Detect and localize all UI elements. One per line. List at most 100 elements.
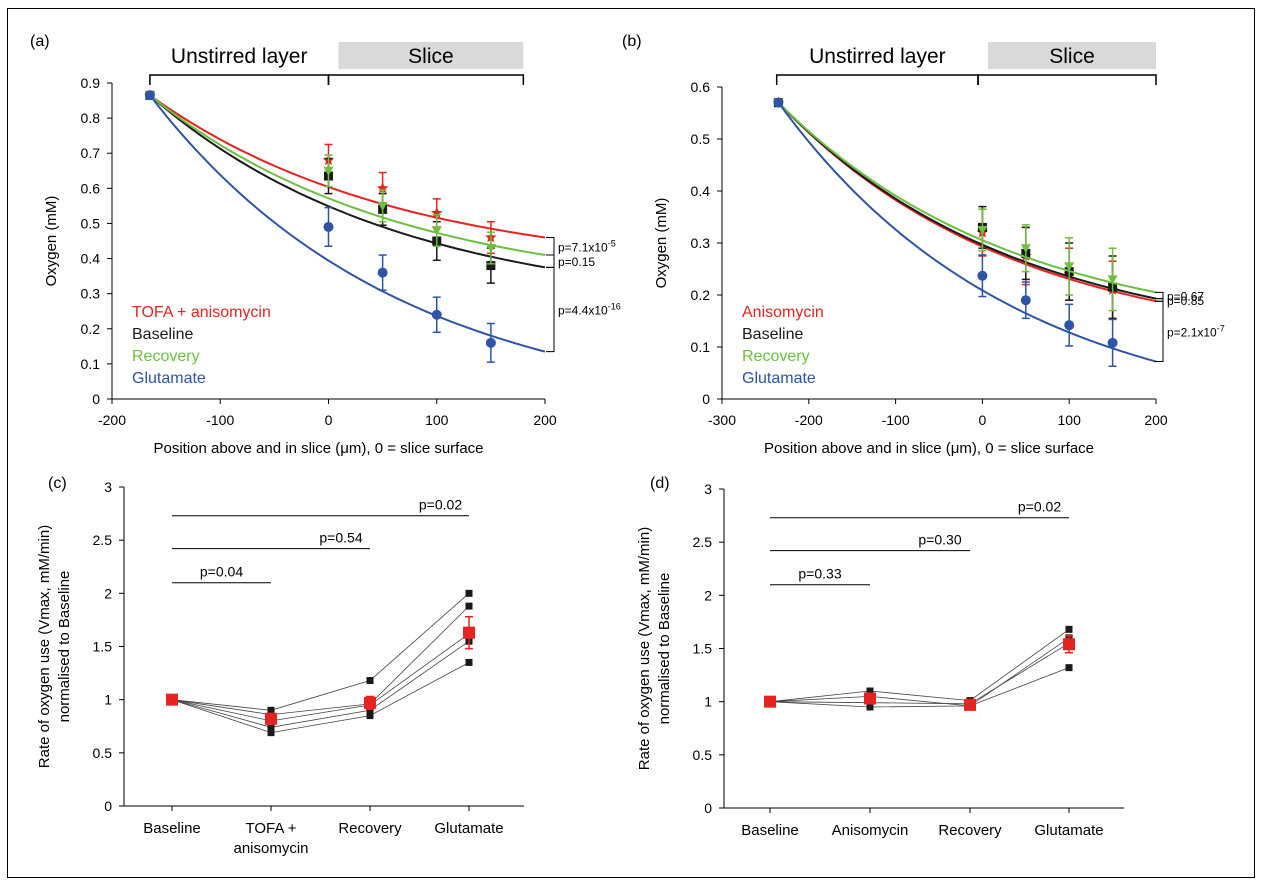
x-tick-label: -100 xyxy=(206,412,234,428)
x-tick-label: 0 xyxy=(325,412,333,428)
significance-bracket xyxy=(1155,291,1164,300)
unstirred-layer-bracket xyxy=(149,74,330,85)
y-tick-label: 0 xyxy=(104,798,112,814)
category-label: Glutamate xyxy=(1034,822,1103,839)
fit-curve-anisomycin xyxy=(777,101,1157,303)
fit-curve-recovery xyxy=(777,101,1157,294)
individual-experiment-line xyxy=(769,667,1070,708)
individual-experiment-line xyxy=(171,633,470,722)
y-tick-label: 0 xyxy=(92,391,100,407)
y-axis-label: Rate of oxygen use (Vmax, mM/min) xyxy=(36,525,53,768)
individual-point xyxy=(366,706,374,714)
unstirred-layer-bracket xyxy=(775,74,979,85)
slice-bracket xyxy=(977,74,1157,85)
y-tick-label: 0.2 xyxy=(81,321,101,337)
y-axis-label: Oxygen (mM) xyxy=(653,198,670,289)
comparison-p-value: p=0.54 xyxy=(319,530,362,546)
figure-frame xyxy=(7,8,1255,878)
panel-a: (a) 0 0.1 0.2 0.3 0.4 0.5 0.6 0.7 0.8 0.9 -200 -100 0… xyxy=(30,33,621,457)
individual-point xyxy=(267,729,275,737)
individual-point xyxy=(267,723,275,731)
y-tick-label: 2 xyxy=(104,585,112,601)
y-axis-label: normalised to Baseline xyxy=(56,571,73,723)
y-tick-label: 3 xyxy=(704,481,712,497)
individual-point xyxy=(465,658,473,666)
individual-point xyxy=(465,589,473,597)
mean-point xyxy=(463,626,475,639)
comparison-p-value: p=0.04 xyxy=(200,564,243,580)
individual-experiment-line xyxy=(769,642,1070,705)
panel-label: (a) xyxy=(30,33,50,50)
significance-bracket xyxy=(546,266,555,353)
data-point xyxy=(1107,337,1118,348)
y-tick-label: 1 xyxy=(104,692,112,708)
fit-curve-baseline xyxy=(149,94,546,269)
panel-d: (d) 0 0.5 1 1.5 2 2.5 3 Baseline Anisomycin Recove… xyxy=(636,475,1124,839)
x-axis-label: Position above and in slice (μm), 0 = sl… xyxy=(153,440,483,457)
x-tick-label: -300 xyxy=(708,412,736,428)
individual-point xyxy=(866,703,874,711)
individual-point xyxy=(1065,625,1073,633)
significance-label: p=4.4x10-16 xyxy=(558,301,621,317)
y-tick-label: 0.5 xyxy=(93,745,113,761)
p-value-text: p=0.85 xyxy=(1167,294,1204,308)
x-axis-label: Position above and in slice (μm), 0 = sl… xyxy=(764,440,1094,457)
category-label: Anisomycin xyxy=(832,822,909,839)
y-tick-label: 0.5 xyxy=(693,747,713,763)
y-tick-label: 0.1 xyxy=(691,339,711,355)
significance-bracket xyxy=(546,254,555,268)
data-point xyxy=(323,221,334,232)
y-axis-label: Oxygen (mM) xyxy=(43,196,60,287)
mean-point xyxy=(864,692,876,705)
individual-experiment-line xyxy=(171,605,470,716)
data-point xyxy=(377,267,388,278)
category-label: Glutamate xyxy=(434,820,503,837)
p-value-exponent: -7 xyxy=(1217,323,1225,333)
slice-label: Slice xyxy=(1049,45,1095,68)
panel-label: (b) xyxy=(622,33,642,50)
legend-entry: Recovery xyxy=(132,348,200,365)
data-point xyxy=(977,270,988,281)
data-point xyxy=(377,201,388,211)
data-point xyxy=(1064,262,1075,272)
category-label: Baseline xyxy=(741,822,799,839)
y-tick-label: 1.5 xyxy=(693,641,713,657)
slice-bar xyxy=(338,42,524,69)
significance-bracket xyxy=(1155,300,1164,363)
data-point xyxy=(323,166,334,176)
individual-point xyxy=(465,602,473,610)
y-tick-label: 0.5 xyxy=(691,131,711,147)
y-tick-label: 0.4 xyxy=(691,183,711,199)
legend-entry: Glutamate xyxy=(742,370,816,387)
y-tick-label: 0.8 xyxy=(81,110,101,126)
x-tick-label: 0 xyxy=(979,412,987,428)
y-tick-label: 2.5 xyxy=(693,534,713,550)
category-label: Recovery xyxy=(338,820,402,837)
x-tick-label: 200 xyxy=(1144,412,1168,428)
data-point xyxy=(1020,295,1031,306)
y-tick-label: 0 xyxy=(702,391,710,407)
data-point xyxy=(485,337,496,348)
data-point xyxy=(977,226,988,235)
y-tick-label: 0.5 xyxy=(81,215,101,231)
y-tick-label: 0.4 xyxy=(81,251,101,267)
unstirred-layer-label: Unstirred layer xyxy=(171,45,308,68)
mean-point xyxy=(265,712,277,725)
fit-curve-glutamate xyxy=(149,94,546,353)
y-tick-label: 0.6 xyxy=(691,79,711,95)
individual-point xyxy=(267,706,275,714)
y-axis-label: normalised to Baseline xyxy=(656,573,673,725)
mean-point xyxy=(964,698,976,711)
significance-label: p=0.15 xyxy=(558,255,595,269)
data-point xyxy=(1064,320,1075,331)
individual-experiment-line xyxy=(171,640,470,728)
p-value-text: p=2.1x10 xyxy=(1167,325,1217,339)
category-label: Recovery xyxy=(938,822,1002,839)
comparison-p-value: p=0.02 xyxy=(419,497,462,513)
y-tick-label: 0.6 xyxy=(81,180,101,196)
individual-point xyxy=(1065,664,1073,672)
slice-label: Slice xyxy=(408,45,454,68)
y-tick-label: 1.5 xyxy=(93,639,113,655)
